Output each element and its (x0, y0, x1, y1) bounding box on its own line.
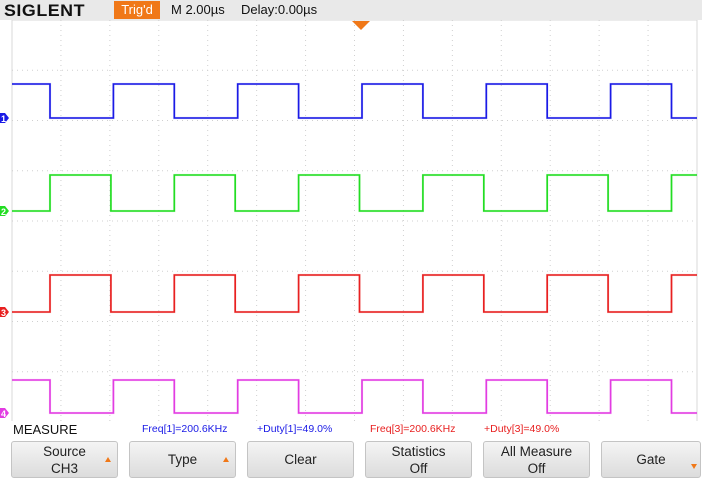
channel-1-marker-label: 1 (1, 114, 6, 124)
source-softkey[interactable]: Source CH3 (11, 441, 118, 478)
channel-4-marker (0, 408, 9, 418)
gate-down-arrow-icon (691, 464, 697, 469)
measure-freq1: Freq[1]=200.6KHz (142, 423, 228, 435)
brand-logo: SIGLENT (4, 1, 86, 20)
top-status-bar: SIGLENT Trig'd M 2.00µs Delay:0.00µs (0, 0, 702, 20)
trigger-status-badge[interactable]: Trig'd (114, 1, 160, 19)
all-measure-softkey[interactable]: All Measure Off (483, 441, 590, 478)
trace-ch3 (12, 274, 697, 313)
measure-bar: MEASURE Freq[1]=200.6KHz +Duty[1]=49.0% … (0, 421, 702, 438)
channel-2-marker-label: 2 (1, 207, 6, 217)
channel-markers: 1 2 3 4 (0, 113, 9, 419)
all-measure-value: Off (527, 461, 546, 476)
softkey-bar: Source CH3 Type Clear Statistics Off All… (0, 438, 702, 480)
clear-label: Clear (284, 452, 317, 467)
statistics-value: Off (409, 461, 428, 476)
clear-softkey[interactable]: Clear (247, 441, 354, 478)
measure-duty1: +Duty[1]=49.0% (257, 423, 333, 435)
waveform-traces (12, 82, 697, 415)
channel-2-marker (0, 206, 9, 216)
channel-1-marker (0, 113, 9, 123)
type-up-arrow-icon (223, 457, 229, 462)
trace-ch2 (12, 174, 697, 212)
measure-title: MEASURE (13, 422, 78, 437)
trace-ch1 (12, 83, 697, 119)
all-measure-label: All Measure (500, 444, 573, 459)
type-label: Type (167, 452, 198, 467)
gate-label: Gate (636, 452, 666, 467)
trace-ch4-glow (12, 378, 697, 415)
channel-3-marker (0, 307, 9, 317)
measure-duty3: +Duty[3]=49.0% (484, 423, 560, 435)
measure-freq3: Freq[3]=200.6KHz (370, 423, 456, 435)
source-value: CH3 (50, 461, 78, 476)
graticule-grid (11, 20, 698, 423)
trigger-position-marker (352, 21, 370, 30)
delay-readout: Delay:0.00µs (241, 2, 318, 17)
statistics-label: Statistics (391, 444, 446, 459)
channel-4-marker-label: 4 (1, 409, 6, 419)
channel-3-marker-label: 3 (1, 308, 6, 318)
gate-softkey[interactable]: Gate (601, 441, 701, 478)
source-up-arrow-icon (105, 457, 111, 462)
statistics-softkey[interactable]: Statistics Off (365, 441, 472, 478)
timebase-readout: M 2.00µs (171, 2, 225, 17)
source-label: Source (43, 444, 86, 459)
type-softkey[interactable]: Type (129, 441, 236, 478)
trace-ch4 (12, 379, 697, 414)
waveform-display: 1 2 3 4 (0, 20, 698, 423)
